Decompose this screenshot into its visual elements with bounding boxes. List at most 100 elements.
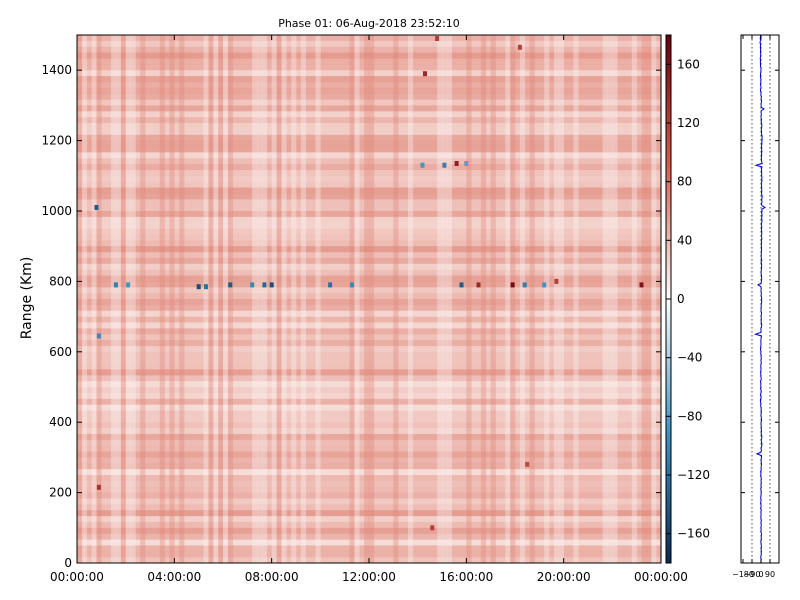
heatmap-row-stripe: [77, 428, 661, 435]
mean-phase-plot: −180−900 90: [732, 34, 780, 579]
heatmap-row-stripe: [77, 392, 661, 400]
heatmap-col-stripe: [257, 35, 263, 563]
heatmap-row-stripe: [77, 140, 661, 147]
heatmap-row-stripe: [77, 152, 661, 159]
heatmap-col-stripe: [159, 35, 165, 563]
heatmap-col-stripe: [393, 35, 399, 563]
heatmap-col-stripe: [480, 35, 487, 563]
heatmap-row-stripe: [77, 211, 661, 218]
heatmap-col-stripe: [179, 35, 185, 563]
heatmap-row-stripe: [77, 40, 661, 48]
heatmap-col-stripe: [354, 35, 360, 563]
heatmap-hotspot: [459, 282, 464, 288]
heatmap-row-stripe: [77, 340, 661, 347]
side-x-tick-label: 0: [758, 570, 763, 579]
heatmap-row-stripe: [77, 486, 661, 493]
heatmap-col-stripe: [111, 35, 117, 563]
heatmap-row-stripe: [77, 351, 661, 359]
heatmap-col-stripe: [612, 35, 618, 563]
heatmap-col-stripe: [300, 35, 307, 563]
heatmap-row-stripe: [77, 105, 661, 112]
heatmap-row-stripe: [77, 58, 661, 65]
x-tick-label: 20:00:00: [537, 570, 591, 584]
x-tick-label: 00:00:00: [634, 570, 688, 584]
heatmap-col-stripe: [271, 35, 277, 563]
colorbar-tick-label: 40: [677, 233, 692, 247]
heatmap-col-stripe: [169, 35, 175, 563]
heatmap-hotspot: [542, 282, 547, 288]
heatmap-col-stripe: [281, 35, 287, 563]
heatmap-col-stripe: [466, 35, 472, 563]
heatmap-col-stripe: [115, 35, 122, 563]
heatmap-row-stripe: [77, 222, 661, 229]
heatmap-hotspot: [204, 284, 208, 290]
heatmap-row-stripe: [77, 463, 661, 470]
colorbar-tick-label: −120: [677, 468, 710, 482]
heatmap-hotspot: [510, 282, 515, 288]
heatmap-row-stripe: [77, 410, 661, 417]
heatmap-row-stripe: [77, 187, 661, 194]
heatmap-row-stripe: [77, 480, 661, 488]
heatmap-hotspot: [228, 282, 233, 288]
heatmap-row-stripe: [77, 46, 661, 53]
heatmap-axes: 00:00:00 04:00:00 08:00:00 12:00:00 16:00:00…: [41, 34, 688, 584]
heatmap-col-stripe: [510, 35, 516, 563]
heatmap-row-stripe: [77, 93, 661, 100]
heatmap-row-stripe: [77, 299, 661, 306]
heatmap-hotspot: [94, 205, 99, 210]
heatmap-hotspot: [420, 162, 425, 168]
heatmap-col-stripe: [252, 35, 258, 563]
heatmap-row-stripe: [77, 216, 661, 224]
heatmap-hotspot: [423, 71, 427, 77]
heatmap-row-stripe: [77, 70, 661, 77]
y-tick-label: 1200: [41, 134, 72, 148]
heatmap-hotspot: [517, 44, 522, 50]
x-tick-label: 12:00:00: [342, 570, 396, 584]
heatmap-row-stripe: [77, 205, 661, 212]
heatmap-col-stripe: [553, 35, 560, 563]
heatmap-col-stripe: [218, 35, 224, 563]
x-tick-label: 00:00:00: [50, 570, 104, 584]
heatmap-col-stripe: [261, 35, 268, 563]
heatmap-row-stripe: [77, 123, 661, 130]
heatmap-row-stripe: [77, 99, 661, 106]
heatmap-hotspot: [454, 161, 459, 166]
x-tick-label: 16:00:00: [439, 570, 493, 584]
heatmap-row-stripe: [77, 545, 661, 552]
side-x-tick-label: 90: [765, 570, 775, 579]
heatmap-row-stripe: [77, 293, 661, 300]
heatmap-row-stripe: [77, 252, 661, 259]
heatmap-hotspot: [522, 282, 527, 288]
x-tick-label: 08:00:00: [245, 570, 299, 584]
colorbar-tick-label: −160: [677, 527, 710, 541]
heatmap-row-stripe: [77, 457, 661, 464]
heatmap-row-stripe: [77, 398, 661, 405]
y-tick-label: 800: [49, 274, 72, 288]
heatmap-col-stripe: [140, 35, 146, 563]
heatmap-col-stripe: [276, 35, 282, 563]
heatmap-row-stripe: [77, 52, 661, 59]
heatmap-row-stripe: [77, 234, 661, 241]
heatmap-col-stripe: [369, 35, 375, 563]
heatmap-col-stripe: [364, 35, 370, 563]
heatmap-row-stripe: [77, 416, 661, 423]
heatmap-row-stripe: [77, 533, 661, 540]
heatmap-col-stripe: [125, 35, 131, 563]
heatmap-row-stripe: [77, 199, 661, 206]
heatmap-row-stripe: [77, 181, 661, 188]
heatmap-row-stripe: [77, 433, 661, 441]
colorbar: 160 120 80 40 0 −40 −80 −120 −160: [665, 34, 710, 564]
heatmap-col-stripe: [641, 35, 647, 563]
heatmap-col-stripe: [81, 35, 88, 563]
heatmap-col-stripe: [315, 35, 321, 563]
heatmap-row-stripe: [77, 257, 661, 265]
heatmap-col-stripe: [602, 35, 608, 563]
heatmap-row-stripe: [77, 246, 661, 253]
heatmap-col-stripe: [349, 35, 355, 563]
heatmap-row-stripe: [77, 422, 661, 429]
heatmap-col-stripe: [407, 35, 414, 563]
heatmap-col-stripe: [223, 35, 229, 563]
heatmap-row-stripe: [77, 328, 661, 335]
heatmap-row-stripe: [77, 504, 661, 511]
